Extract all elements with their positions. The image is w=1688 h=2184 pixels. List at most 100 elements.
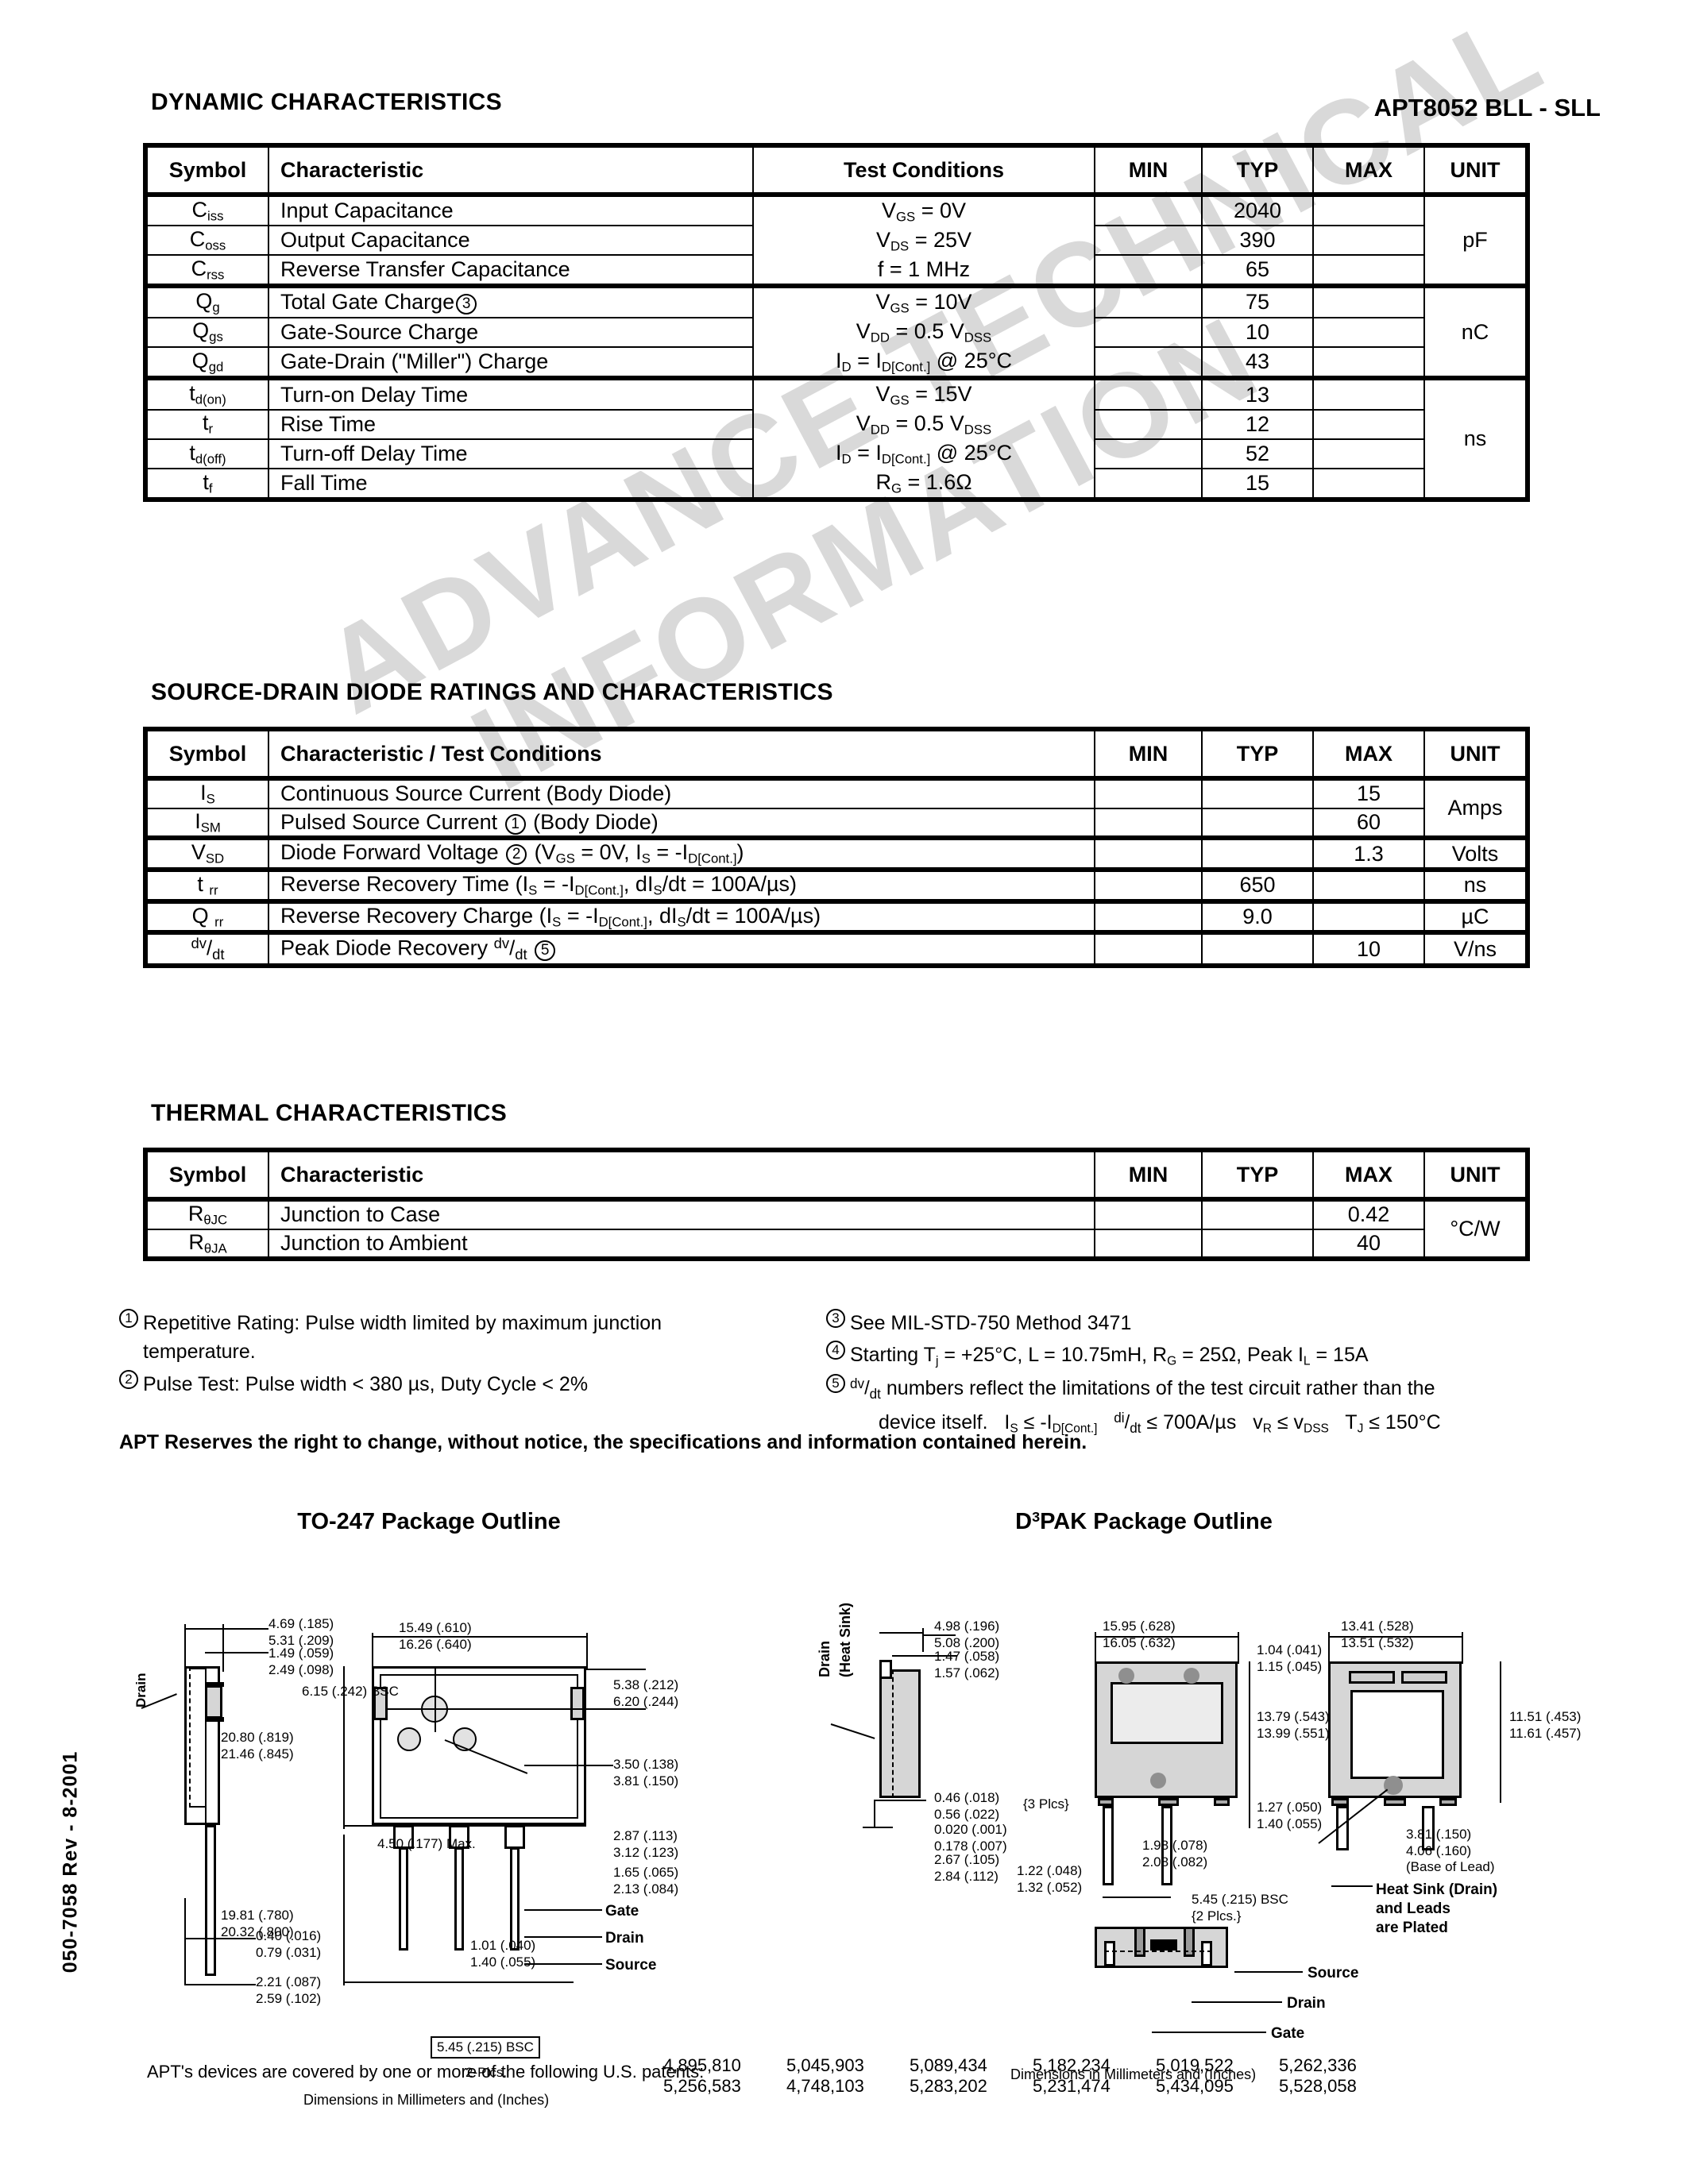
- dim-line: [343, 1981, 574, 1983]
- col-max: MAX: [1312, 727, 1425, 779]
- table-row: Coss Output Capacitance 390: [143, 225, 1528, 257]
- plated-leader: [1331, 1885, 1373, 1887]
- row-min: [1094, 807, 1203, 839]
- row-characteristic: Fall Time: [268, 468, 754, 503]
- d3pak-dim-3plcs: {3 Plcs}: [1023, 1796, 1069, 1812]
- table-row: Ciss Input Capacitance VGS = 0V VDS = 25V…: [143, 191, 1530, 287]
- to247-side-dashed: [189, 1666, 205, 1808]
- table-row: IS Continuous Source Current (Body Diode…: [143, 775, 1530, 839]
- table-row: Crss Reverse Transfer Capacitance 65: [143, 254, 1528, 287]
- row-min: [1094, 835, 1203, 871]
- d3pak-bottom-lead-l: [1104, 1941, 1115, 1966]
- dim-line: [1103, 1897, 1171, 1898]
- dim-witness: [1328, 1632, 1330, 1664]
- dim-leader: [216, 1938, 256, 1939]
- footnote-ref-3: 3: [456, 294, 477, 315]
- col-unit: UNIT: [1423, 143, 1530, 195]
- row-typ: [1201, 1197, 1314, 1230]
- table-row: t rr Reverse Recovery Time (IS = -ID[Con…: [143, 867, 1530, 902]
- col-characteristic-test-conditions: Characteristic / Test Conditions: [268, 727, 1095, 779]
- source-leader: [524, 1963, 602, 1965]
- d3pak-right-dimple: [1384, 1776, 1403, 1795]
- table-header-row: Symbol Characteristic / Test Conditions …: [143, 727, 1530, 779]
- row-max: [1312, 376, 1425, 411]
- row-symbol: tf: [143, 468, 269, 503]
- row-min: [1094, 191, 1203, 227]
- d3pak-source-label: Source: [1308, 1965, 1359, 1981]
- row-unit: Amps: [1423, 775, 1530, 839]
- dim-witness: [1500, 1661, 1501, 1803]
- to247-lead3-top: [504, 1825, 525, 1849]
- row-max: [1312, 408, 1425, 440]
- col-characteristic: Characteristic: [268, 143, 754, 195]
- row-max: [1312, 438, 1425, 470]
- footnote-marker-5: 5: [826, 1374, 845, 1394]
- test-conditions-group-1: VGS = 0V VDS = 25V f = 1 MHz: [752, 191, 1095, 287]
- row-symbol: RθJA: [143, 1228, 269, 1262]
- to247-side-tab-bot: [205, 1717, 224, 1722]
- d3pak-side-body: [879, 1669, 921, 1798]
- row-typ: 650: [1201, 867, 1314, 902]
- to247-bsc-boxed: 5.45 (.215) BSC: [431, 2036, 540, 2059]
- hole-cross-v: [435, 1688, 436, 1732]
- row-symbol: Qgs: [143, 316, 269, 348]
- d3pak-dim-base-lead: 3.81 (.150) 4.06 (.160) (Base of Lead): [1406, 1827, 1495, 1875]
- source-leader: [1234, 1971, 1303, 1973]
- d3pak-side-dash: [892, 1669, 894, 1798]
- footnote-2-text: Pulse Test: Pulse width < 380 µs, Duty C…: [143, 1372, 589, 1395]
- footnotes-left: 1 Repetitive Rating: Pulse width limited…: [119, 1309, 786, 1402]
- to247-front-tab-right: [570, 1687, 585, 1720]
- to247-side-dash-bot: [189, 1806, 205, 1808]
- dim-leader: [892, 1655, 957, 1657]
- row-characteristic: Total Gate Charge 3: [268, 284, 754, 318]
- row-symbol: Qgd: [143, 345, 269, 380]
- d3pak-pad-center: [1158, 1798, 1179, 1806]
- to247-lead-gate-label: Gate: [605, 1903, 639, 1920]
- d3pak-side-lead-h: [863, 1827, 893, 1828]
- dim-leader: [922, 1634, 956, 1636]
- row-unit: Volts: [1423, 835, 1530, 871]
- row-min: [1094, 1228, 1203, 1262]
- dim-witness: [184, 1624, 186, 1672]
- d3pak-dim-tab: 1.47 (.058) 1.57 (.062): [934, 1649, 1000, 1680]
- to247-dim-width: 4.69 (.185) 5.31 (.209): [268, 1616, 334, 1648]
- patent-number: 5,089,434: [910, 2055, 987, 2075]
- dim-witness: [343, 1666, 345, 1829]
- dim-line: [184, 1984, 224, 1985]
- d3pak-bottom-dash: [1104, 1951, 1212, 1962]
- row-unit: nC: [1423, 284, 1530, 380]
- dim-witness: [184, 1898, 186, 1985]
- row-characteristic: Continuous Source Current (Body Diode): [268, 776, 1095, 809]
- table-row: tr Rise Time 12: [143, 408, 1528, 440]
- col-typ: TYP: [1201, 143, 1314, 195]
- dim-leader: [586, 1669, 646, 1670]
- patents-grid: 4,895,810 5,045,903 5,089,434 5,182,234 …: [663, 2055, 1402, 2097]
- footnote-marker-2: 2: [119, 1369, 138, 1389]
- to247-side-tab: [205, 1685, 222, 1719]
- row-characteristic: Pulsed Source Current 1 (Body Diode): [268, 807, 1095, 839]
- drain-leader: [1192, 2001, 1282, 2003]
- patent-number: 4,748,103: [786, 2076, 864, 2096]
- row-max: [1312, 254, 1425, 287]
- dim-line: [1328, 1636, 1462, 1638]
- footnote-ref-5: 5: [535, 940, 556, 961]
- row-symbol: t rr: [143, 867, 269, 902]
- patent-number: 5,262,336: [1279, 2055, 1357, 2075]
- row-min: [1094, 468, 1203, 503]
- row-unit: V/ns: [1423, 930, 1530, 969]
- row-min: [1094, 376, 1203, 411]
- col-symbol: Symbol: [143, 1148, 269, 1200]
- row-typ: 13: [1201, 376, 1314, 411]
- table-row: Qgs Gate-Source Charge 10: [143, 316, 1528, 348]
- patents-label: APT's devices are covered by one or more…: [147, 2062, 705, 2082]
- row-max: 40: [1312, 1228, 1425, 1262]
- footnote-4-text: Starting Tj = +25°C, L = 10.75mH, RG = 2…: [850, 1344, 1369, 1368]
- d3pak-drain-heatsink-label: Drain: [817, 1640, 832, 1677]
- footnote-ref-2: 2: [506, 844, 527, 866]
- patent-number: 5,256,583: [663, 2076, 741, 2096]
- row-characteristic: Diode Forward Voltage 2 (VGS = 0V, IS = …: [268, 835, 1095, 871]
- to247-dim-total-h: 19.81 (.780) 20.32 (.800): [221, 1908, 294, 1939]
- dim-witness: [1249, 1798, 1250, 1828]
- row-characteristic: Junction to Case: [268, 1197, 1095, 1230]
- to247-side-tab-top: [205, 1682, 224, 1687]
